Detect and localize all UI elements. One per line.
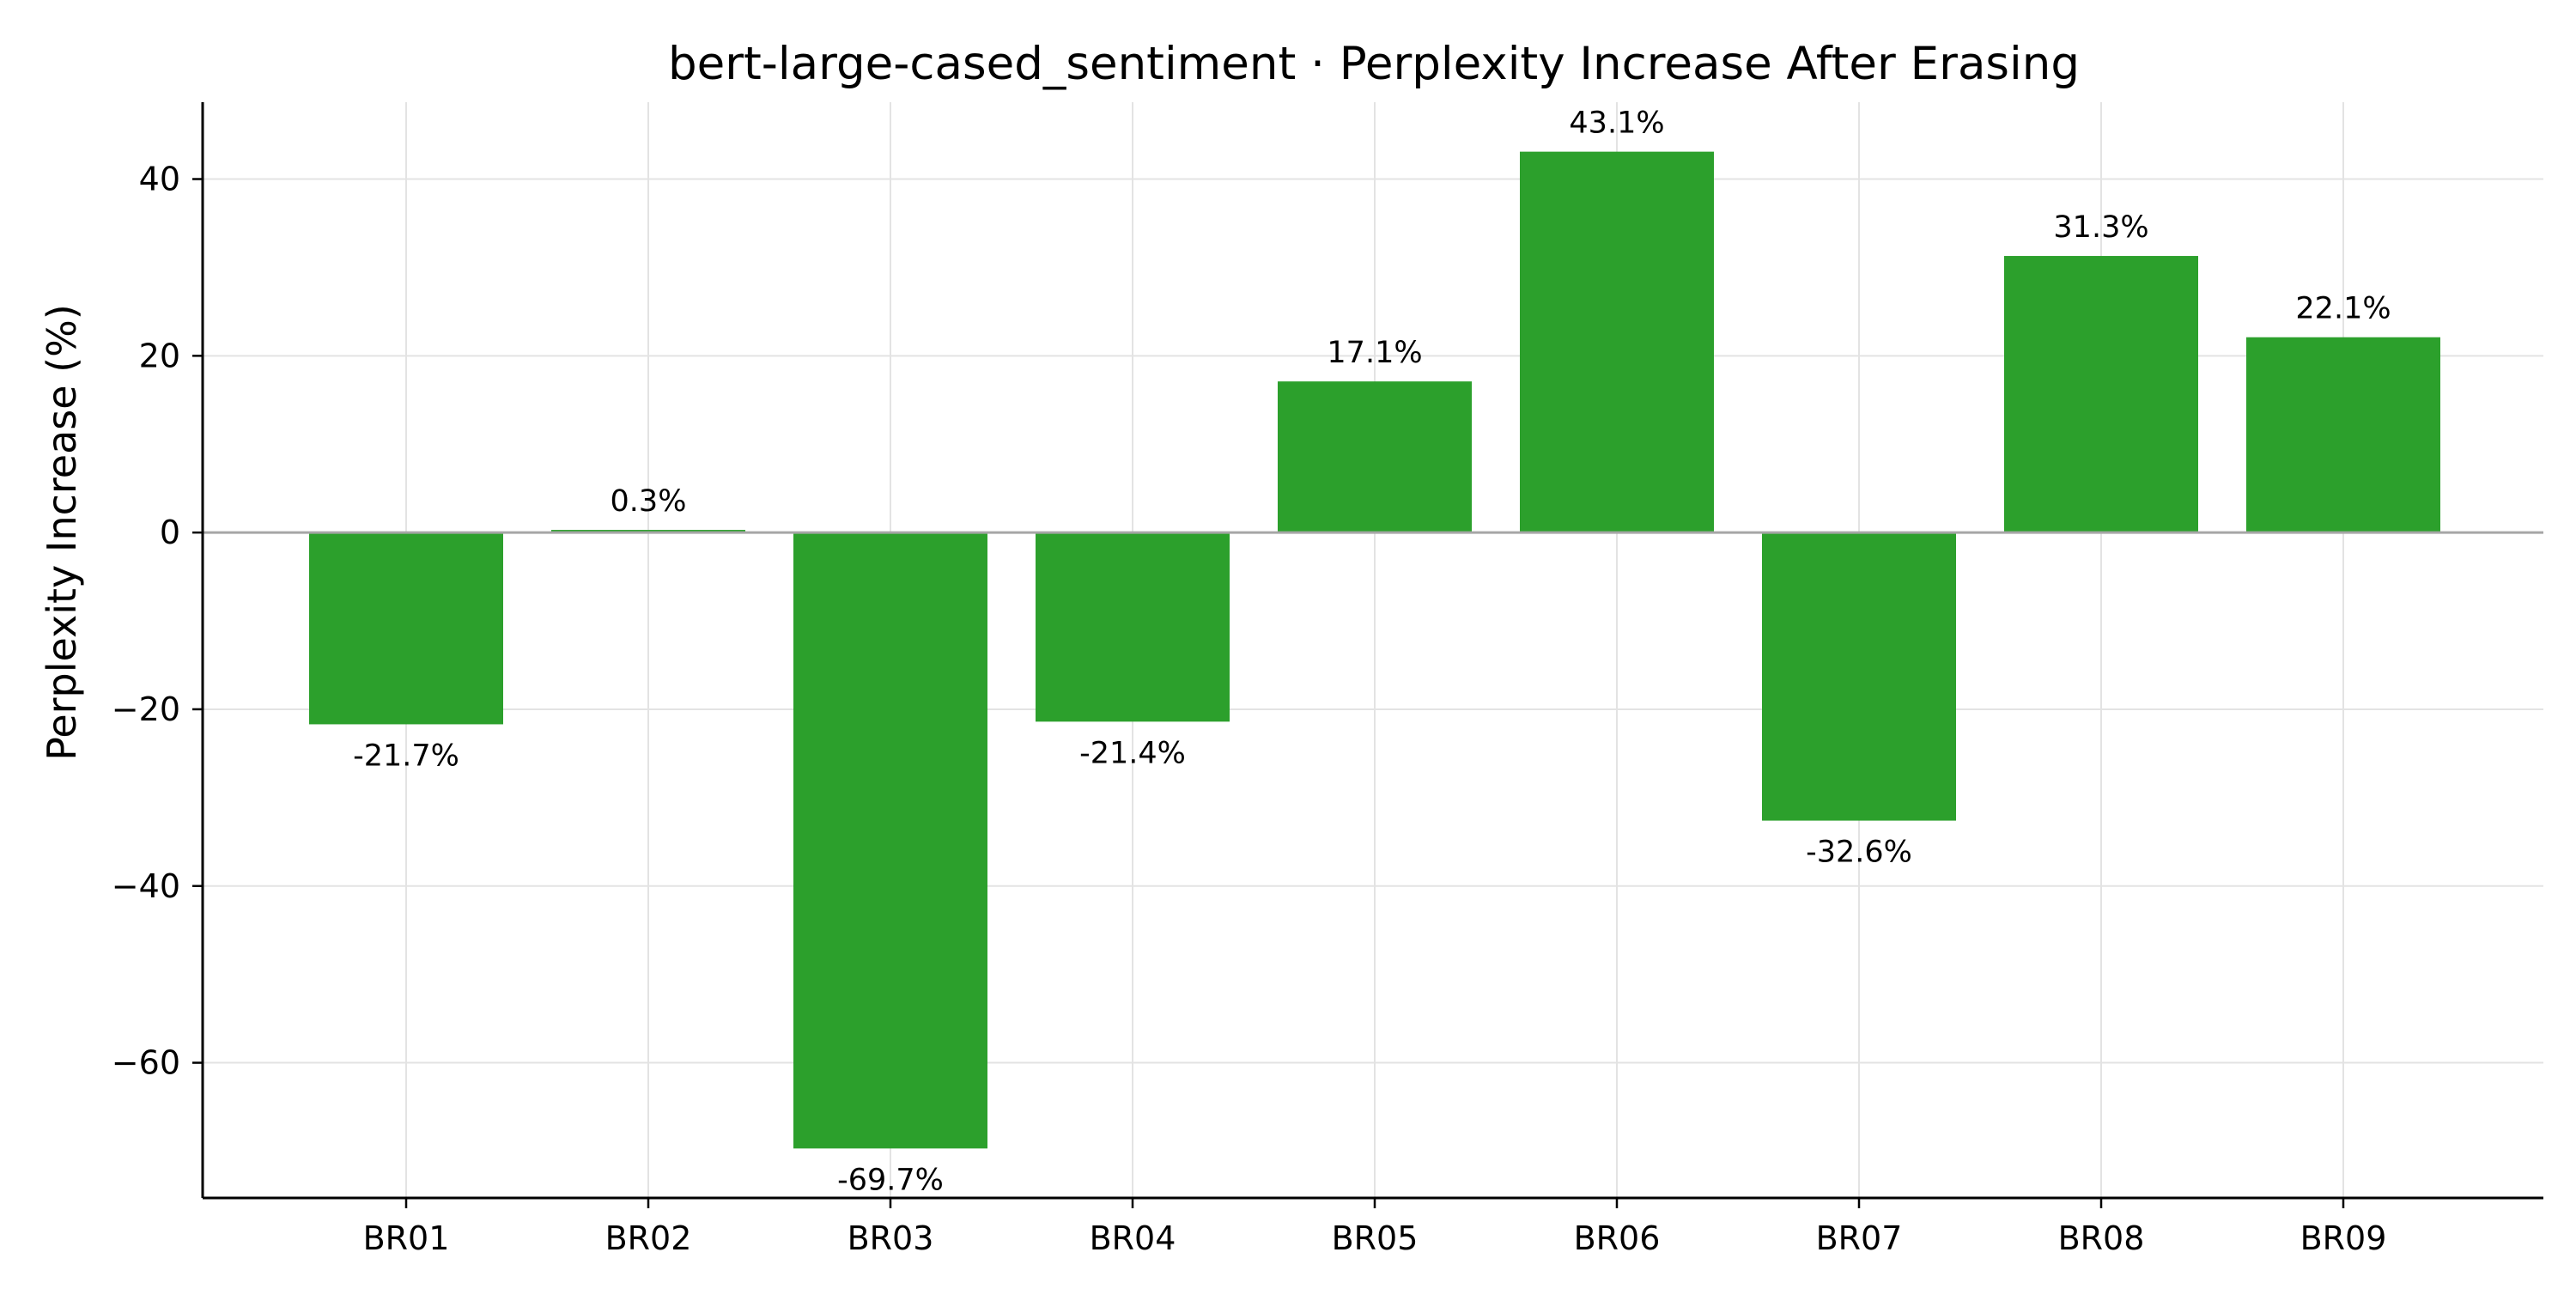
bar-value-label: -21.7% [353,739,459,773]
y-axis-title: Perplexity Increase (%) [39,304,85,761]
bar [2246,337,2440,533]
x-tick-label: BR08 [2058,1219,2145,1257]
x-tick-label: BR09 [2300,1219,2387,1257]
bar [1520,151,1714,533]
x-tick-label: BR03 [848,1219,934,1257]
bar-value-label: 31.3% [2053,210,2148,245]
axes: 40 20 0 −20 −40 −60 BR01 BR02 BR03 BR04 BR05 BR06 BR… [112,102,2543,1257]
bar [1278,381,1472,533]
x-tick-label: BR01 [363,1219,450,1257]
bar-value-label: -32.6% [1806,836,1912,870]
x-tick-label: BR04 [1090,1219,1176,1257]
bar-value-label: -69.7% [837,1163,944,1197]
bar-value-label: 0.3% [611,484,687,519]
y-tick-label: 40 [139,161,180,198]
y-tick-label: 20 [139,337,180,374]
bar-value-label: 22.1% [2295,292,2391,326]
y-tick-label: −60 [112,1044,180,1082]
chart-title: bert-large-cased_sentiment · Perplexity … [668,38,2080,90]
y-tick-label: −20 [112,690,180,728]
bar-value-label: 17.1% [1327,336,1422,370]
x-tick-label: BR02 [605,1219,692,1257]
x-tick-label: BR06 [1574,1219,1661,1257]
bar-value-label: 43.1% [1569,106,1664,141]
bar-value-label: -21.4% [1079,736,1186,770]
bar [2004,256,2198,533]
bar [309,532,503,725]
bar [1036,532,1230,722]
bars [309,151,2440,1149]
y-tick-label: 0 [160,514,180,551]
x-tick-label: BR07 [1816,1219,1903,1257]
bar [551,530,745,533]
y-tick-label: −40 [112,867,180,905]
bar [793,532,987,1149]
x-tick-label: BR05 [1332,1219,1419,1257]
bar [1762,532,1956,821]
data-labels: -21.7% 0.3% -69.7% -21.4% 17.1% 43.1% -32.6% 31… [353,106,2391,1198]
